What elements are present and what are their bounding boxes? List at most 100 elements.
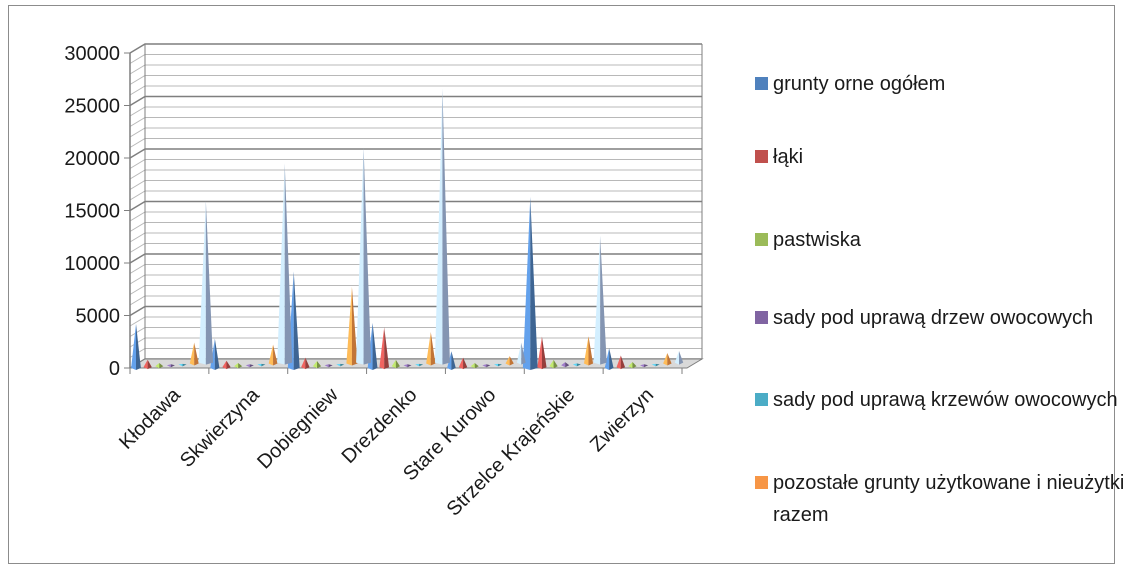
cone-light-side: [336, 363, 341, 367]
cone-4-3: [415, 363, 424, 367]
cone-light-side: [198, 200, 206, 365]
cone-light-side: [583, 336, 589, 366]
cone-dark-side: [273, 344, 278, 366]
cone-dark-side: [419, 363, 424, 367]
legend-swatch: [755, 77, 768, 90]
cone-dark-side: [159, 363, 164, 369]
chart-frame: 0 5000 10000 15000 20000 25000 30000 Kłodawa Skw…: [8, 5, 1123, 564]
legend-label: sady pod uprawą drzew owocowych: [773, 307, 1094, 329]
cone-dark-side: [205, 200, 214, 365]
cone-light-side: [277, 163, 285, 365]
legend-item: grunty orne ogółem: [755, 68, 1123, 100]
legend-item: sady pod uprawą drzew owocowych: [755, 302, 1123, 334]
cone-dark-side: [317, 360, 322, 369]
cone-dark-side: [351, 286, 358, 366]
cone-dark-side: [655, 363, 660, 367]
cone-light-side: [616, 355, 621, 370]
y-tick-label: 15000: [64, 201, 120, 223]
y-tick-label: 25000: [64, 96, 120, 118]
cone-4-4: [493, 363, 503, 367]
cone-light-side: [268, 344, 274, 366]
cone-3-2: [324, 364, 333, 368]
cone-light-side: [403, 364, 408, 368]
cone-0-5: [522, 196, 538, 370]
cone-light-side: [604, 348, 610, 370]
cone-light-side: [245, 364, 250, 368]
cone-dark-side: [293, 271, 300, 370]
cone-dark-side: [395, 359, 400, 369]
cone-dark-side: [565, 362, 570, 368]
cone-light-side: [572, 363, 577, 367]
y-tick-label: 0: [109, 358, 120, 380]
cone-dark-side: [194, 342, 199, 366]
cone-dark-side: [509, 356, 514, 366]
legend-item: pozostałe grunty użytkowane i nieużytki …: [755, 467, 1123, 531]
cone-light-side: [674, 351, 679, 365]
cone-5-5: [583, 336, 594, 366]
y-tick-label: 20000: [64, 148, 120, 170]
cone-light-side: [356, 147, 364, 365]
cone-light-side: [379, 327, 385, 370]
cone-dark-side: [644, 364, 649, 368]
cone-dark-side: [170, 364, 175, 368]
legend-label: łąki: [773, 146, 804, 168]
cone-light-side: [470, 363, 475, 369]
cone-light-side: [482, 364, 487, 368]
cone-1-5: [537, 336, 547, 370]
cone-1-0: [143, 359, 152, 370]
cone-5-0: [189, 342, 199, 366]
cone-3-6: [640, 364, 649, 368]
cone-dark-side: [238, 363, 243, 369]
cone-dark-side: [284, 163, 293, 365]
cone-light-side: [561, 362, 566, 368]
cone-dark-side: [384, 327, 390, 370]
cone-dark-side: [620, 355, 626, 370]
series-4: [178, 363, 660, 367]
cone-1-2: [301, 357, 310, 370]
cone-5-2: [346, 286, 358, 366]
cone-3-3: [403, 364, 412, 368]
cone-dark-side: [600, 235, 607, 365]
legend-label: pozostałe grunty użytkowane i nieużytki …: [773, 472, 1123, 526]
cone-6-3: [434, 88, 450, 365]
cone-light-side: [426, 332, 431, 366]
cone-dark-side: [609, 348, 614, 370]
cone-1-6: [616, 355, 626, 370]
cone-light-side: [628, 362, 633, 369]
cone-light-side: [391, 359, 396, 369]
cone-light-side: [549, 359, 554, 369]
y-tick-label: 10000: [64, 253, 120, 275]
cone-dark-side: [576, 363, 581, 367]
cone-5-6: [663, 353, 672, 366]
legend-label: sady pod uprawą krzewów owocowych: [773, 389, 1118, 411]
legend-swatch: [755, 150, 768, 163]
cone-2-4: [470, 363, 479, 369]
cone-2-2: [312, 360, 322, 369]
cone-5-1: [268, 344, 278, 366]
y-tick-label: 5000: [76, 306, 121, 328]
cone-dark-side: [632, 362, 637, 369]
cone-light-side: [640, 364, 645, 368]
cone-dark-side: [463, 357, 468, 370]
cone-dark-side: [667, 353, 672, 366]
cone-light-side: [663, 353, 668, 366]
cone-4-5: [572, 363, 581, 367]
cone-light-side: [131, 323, 136, 370]
cone-dark-side: [407, 364, 412, 368]
cone-dark-side: [442, 88, 450, 365]
series-1: [143, 327, 626, 370]
cone-dark-side: [147, 359, 152, 370]
cone-light-side: [346, 286, 352, 366]
cone-dark-side: [530, 196, 538, 370]
cone-light-side: [415, 363, 420, 367]
legend-swatch: [755, 233, 768, 246]
cone-light-side: [166, 364, 171, 368]
cone-light-side: [234, 363, 239, 369]
cone-dark-side: [363, 147, 372, 365]
cone-1-4: [458, 357, 468, 370]
legend-swatch: [755, 476, 768, 489]
cone-dark-side: [372, 322, 378, 370]
cone-light-side: [324, 364, 329, 368]
cone-light-side: [505, 356, 510, 366]
cone-3-4: [482, 364, 491, 368]
